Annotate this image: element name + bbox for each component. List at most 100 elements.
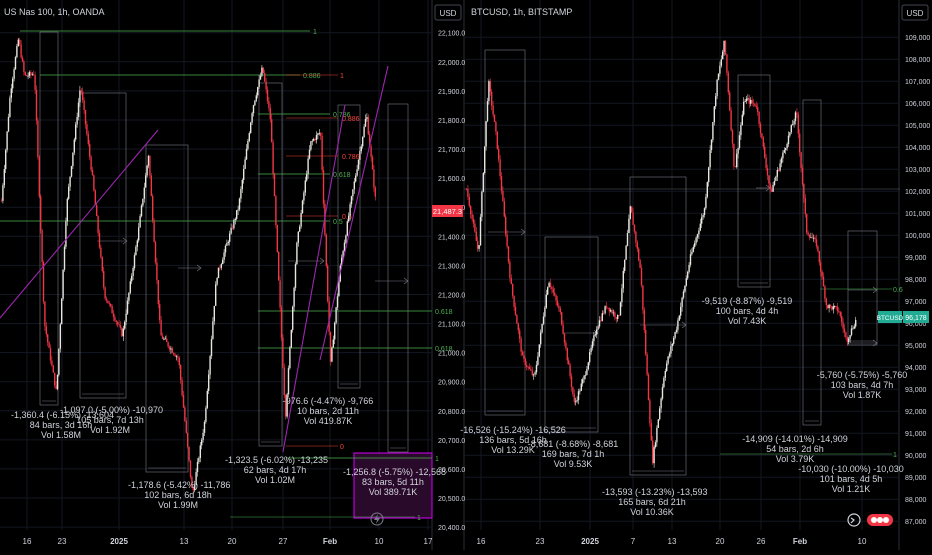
measure-volume: Vol 1.99M	[157, 500, 199, 510]
fib-label: 1	[340, 73, 344, 80]
candle-body	[650, 423, 652, 441]
measure-bars: 100 bars, 4d 4h	[715, 306, 779, 316]
candle-body	[374, 187, 376, 197]
candle-body	[744, 100, 746, 102]
candle-body	[178, 357, 180, 366]
measure-bars: 136 bars, 5d 16h	[479, 435, 547, 445]
y-tick-label: 99,000	[905, 255, 927, 262]
candle-body	[248, 133, 250, 142]
y-tick-label: 100,000	[905, 233, 930, 240]
candle-body	[591, 341, 594, 348]
candle-body	[722, 51, 724, 60]
range-box	[544, 236, 599, 433]
candle-body	[103, 271, 105, 288]
btc-symbol-badge	[878, 311, 902, 323]
candle-body	[229, 233, 231, 242]
candle-body	[206, 390, 208, 408]
lightning-icon[interactable]	[370, 512, 384, 526]
candle-body	[528, 366, 531, 369]
candle-body	[668, 353, 671, 357]
candle-body	[701, 217, 703, 224]
candle-body	[822, 276, 825, 287]
right-currency-button[interactable]	[901, 4, 929, 21]
candle-body	[682, 291, 685, 298]
measure-change: -976.6 (-4.47%) -9,766	[282, 396, 374, 406]
candle-body	[9, 97, 11, 117]
candle-body	[76, 117, 78, 125]
y-tick-label: 89,000	[905, 475, 927, 482]
candle-body	[652, 440, 654, 464]
candle-body	[157, 280, 159, 305]
candle-body	[793, 120, 795, 125]
candle-body	[35, 89, 38, 121]
candle-body	[40, 196, 42, 231]
candle-body	[849, 335, 851, 339]
candle-body	[252, 105, 255, 114]
range-box	[145, 144, 189, 473]
candle-body	[166, 338, 168, 343]
candle-body	[640, 267, 643, 286]
candle-body	[555, 295, 557, 301]
candle-body	[747, 98, 749, 100]
candle-body	[125, 313, 127, 323]
candle-body	[108, 303, 110, 304]
measure-change: -10,030 (-10.00%) -10,030	[798, 464, 904, 474]
candle-body	[484, 146, 486, 174]
candle-body	[184, 407, 186, 421]
y-tick-label: 95,000	[905, 343, 927, 350]
candle-body	[577, 391, 580, 401]
right-currency-label: USD	[907, 9, 924, 18]
candle-body	[573, 394, 575, 402]
candle-body	[111, 306, 113, 314]
candle-body	[247, 141, 249, 149]
candle-body	[499, 159, 501, 177]
y-tick-label: 21,900.0	[438, 89, 465, 96]
candle-body	[848, 338, 850, 342]
measure-change: -1,178.6 (-5.42%) -11,786	[128, 480, 231, 490]
candle-body	[628, 218, 630, 234]
candle-body	[766, 168, 769, 176]
candle-body	[675, 329, 678, 333]
candle-body	[140, 205, 143, 217]
candle-body	[138, 227, 140, 241]
replay-icon[interactable]	[847, 513, 861, 527]
candle-body	[531, 370, 533, 376]
candle-body	[737, 148, 739, 154]
candle-body	[608, 307, 610, 312]
left-current-price: 21,487.3	[433, 207, 462, 216]
measure-bars: 103 bars, 4d 7h	[830, 380, 894, 390]
candle-body	[366, 117, 368, 119]
left-currency-button[interactable]	[434, 4, 462, 21]
candle-body	[307, 158, 309, 175]
candle-body	[773, 180, 776, 185]
candle-body	[846, 337, 848, 342]
candle-body	[741, 114, 743, 125]
candle-body	[647, 374, 650, 401]
candle-body	[268, 101, 270, 108]
candle-body	[667, 356, 669, 364]
candle-body	[750, 99, 752, 104]
y-tick-label: 20,700.0	[438, 438, 465, 445]
candle-body	[269, 107, 271, 120]
candle-body	[752, 102, 755, 104]
candle-body	[357, 159, 360, 170]
x-tick-label: 17	[424, 537, 433, 546]
fib-label: 1	[313, 29, 317, 36]
candle-body	[706, 182, 708, 197]
measure-btc-1: -16,526 (-15.24%) -16,526 136 bars, 5d 1…	[458, 425, 568, 455]
candle-body	[772, 184, 774, 192]
candle-body	[294, 264, 297, 288]
measure-change: -5,760 (-5.75%) -5,760	[816, 370, 908, 380]
candle-body	[674, 332, 676, 338]
candle-body	[622, 270, 624, 289]
candle-body	[28, 72, 31, 76]
range-box	[79, 92, 127, 399]
candle-body	[468, 196, 470, 207]
candle-body	[96, 205, 98, 217]
candle-body	[813, 237, 815, 239]
layout-icon[interactable]	[867, 514, 893, 526]
candle-body	[670, 346, 672, 354]
candle-body	[657, 419, 659, 428]
candle-body	[801, 167, 804, 185]
